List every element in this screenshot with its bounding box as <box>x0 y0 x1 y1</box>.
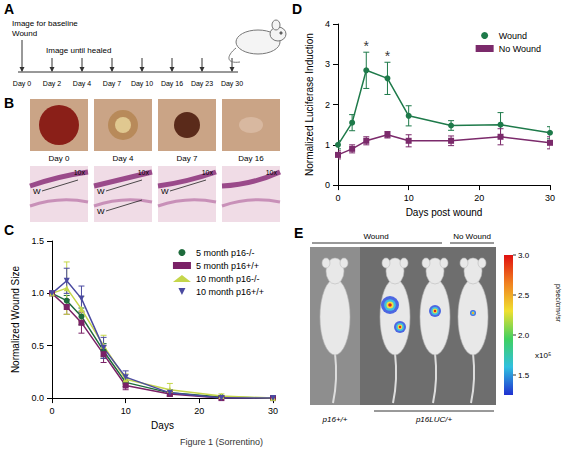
html-text:D: D <box>292 1 303 17</box>
svg-text:Wound: Wound <box>363 232 388 241</box>
svg-text:2: 2 <box>325 100 330 110</box>
svg-text:5 month p16-/-: 5 month p16-/- <box>196 248 255 258</box>
svg-text:Wound: Wound <box>12 29 37 38</box>
svg-text:Normalized Wound Size: Normalized Wound Size <box>10 266 21 374</box>
svg-text:1.5: 1.5 <box>31 236 44 246</box>
svg-text:Days post wound: Days post wound <box>406 207 483 218</box>
svg-text:Image until healed: Image until healed <box>46 46 111 55</box>
svg-text:E: E <box>294 225 303 241</box>
svg-text:x10⁵: x10⁵ <box>535 351 551 360</box>
svg-text:30: 30 <box>268 406 278 416</box>
svg-text:Day 16: Day 16 <box>238 154 264 163</box>
svg-text:1.0: 1.0 <box>31 288 44 298</box>
svg-text:0: 0 <box>325 180 330 190</box>
svg-text:p16+/+: p16+/+ <box>322 415 348 424</box>
html-text:Figure 1 (Sorrentino): Figure 1 (Sorrentino) <box>180 437 263 447</box>
svg-text:Day 16: Day 16 <box>161 80 183 88</box>
svg-text:3.0: 3.0 <box>518 251 530 260</box>
svg-text:W: W <box>97 187 105 196</box>
svg-text:Day 30: Day 30 <box>221 80 243 88</box>
svg-text:W: W <box>33 187 41 196</box>
svg-text:No Wound: No Wound <box>499 44 541 54</box>
svg-text:2.0: 2.0 <box>518 331 530 340</box>
svg-text:Image for baseline: Image for baseline <box>12 19 78 28</box>
svg-text:10: 10 <box>404 193 414 203</box>
svg-text:Days: Days <box>151 420 174 431</box>
svg-text:W: W <box>161 187 169 196</box>
svg-text:p16LUC/+: p16LUC/+ <box>415 415 453 424</box>
svg-text:A: A <box>4 1 14 17</box>
svg-text:0.5: 0.5 <box>31 341 44 351</box>
svg-text:10 month p16+/+: 10 month p16+/+ <box>196 287 264 297</box>
svg-text:20: 20 <box>474 193 484 203</box>
svg-text:Day 23: Day 23 <box>191 80 213 88</box>
svg-text:Day 4: Day 4 <box>113 154 134 163</box>
svg-text:4: 4 <box>325 19 330 29</box>
svg-text:B: B <box>4 95 14 111</box>
svg-text:Day 4: Day 4 <box>73 80 91 88</box>
svg-text:*: * <box>364 38 370 54</box>
svg-text:0.0: 0.0 <box>31 393 44 403</box>
svg-text:Day 7: Day 7 <box>103 80 121 88</box>
svg-text:3: 3 <box>325 59 330 69</box>
svg-text:10x: 10x <box>202 169 214 176</box>
svg-text:Day 0: Day 0 <box>49 154 70 163</box>
svg-text:5 month p16+/+: 5 month p16+/+ <box>196 261 259 271</box>
svg-text:10x: 10x <box>138 169 150 176</box>
svg-text:*: * <box>385 48 391 64</box>
svg-text:Day 7: Day 7 <box>177 154 198 163</box>
svg-text:Day 0: Day 0 <box>13 80 31 88</box>
svg-text:2.5: 2.5 <box>518 291 530 300</box>
svg-text:Normalized Luciferase Inductio: Normalized Luciferase Induction <box>304 33 315 176</box>
svg-text:p/sec/cm²/sr: p/sec/cm²/sr <box>554 284 562 323</box>
svg-text:1.5: 1.5 <box>518 371 530 380</box>
svg-text:Day 10: Day 10 <box>131 80 153 88</box>
svg-text:30: 30 <box>545 193 555 203</box>
svg-text:0: 0 <box>49 406 54 416</box>
html-text:C: C <box>4 222 15 238</box>
svg-text:20: 20 <box>194 406 204 416</box>
svg-text:1: 1 <box>325 140 330 150</box>
svg-text:10x: 10x <box>74 169 86 176</box>
svg-text:No Wound: No Wound <box>453 232 491 241</box>
svg-text:Wound: Wound <box>499 31 527 41</box>
svg-text:W: W <box>97 207 105 216</box>
svg-text:0: 0 <box>335 193 340 203</box>
svg-text:10x: 10x <box>266 169 278 176</box>
svg-text:Day 2: Day 2 <box>43 80 61 88</box>
svg-text:10: 10 <box>121 406 131 416</box>
svg-text:10 month p16-/-: 10 month p16-/- <box>196 274 260 284</box>
